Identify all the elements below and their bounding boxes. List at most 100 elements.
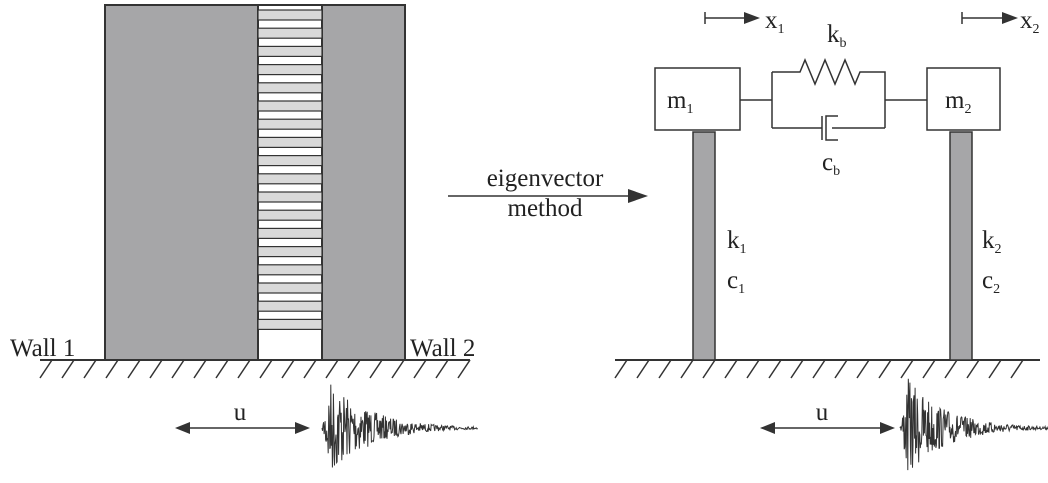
subscript: 1 [738, 282, 745, 297]
subscript: 1 [686, 102, 693, 117]
coupling-beam [257, 264, 323, 276]
hatch [457, 359, 471, 379]
subscript: 2 [995, 242, 1002, 257]
coupling-beam [257, 318, 323, 330]
coupling-beam [257, 227, 323, 239]
ground [614, 359, 1040, 379]
hatch [768, 359, 782, 379]
subscript: b [840, 36, 847, 51]
hatch [790, 359, 804, 379]
damper-label: c1 [727, 267, 745, 297]
hatch [171, 359, 185, 379]
hatch [856, 359, 870, 379]
subscript: 1 [740, 242, 747, 257]
wall-label: Wall 1 [10, 335, 75, 362]
hatch [127, 359, 141, 379]
damper-label: c2 [982, 267, 1000, 297]
coupling-link [740, 58, 927, 141]
displacement-arrow [704, 12, 1018, 24]
symbol: m [945, 87, 965, 114]
mass [926, 67, 1001, 131]
coupling-beam [257, 246, 323, 258]
subscript: 1 [778, 22, 785, 37]
hatch [83, 359, 97, 379]
coupled-walls [104, 4, 406, 361]
mass [654, 67, 741, 131]
coupling-beam [257, 82, 323, 94]
hatch [658, 359, 672, 379]
symbol: k [727, 227, 740, 254]
disp-label: x2 [1020, 7, 1040, 37]
hatch [193, 359, 207, 379]
symbol: c [822, 149, 833, 176]
hatch [966, 359, 980, 379]
column [692, 131, 716, 361]
coupling-beam [257, 118, 323, 130]
subscript: 2 [993, 282, 1000, 297]
subscript: b [833, 164, 840, 179]
motion-arrow [175, 422, 895, 434]
hatch [413, 359, 427, 379]
spring-label: kb [827, 21, 847, 51]
disp-label: x1 [765, 7, 785, 37]
hatch [724, 359, 738, 379]
hatch [636, 359, 650, 379]
symbol: c [727, 267, 738, 294]
hatch [702, 359, 716, 379]
mass-label: m2 [945, 87, 971, 117]
ground-motion [321, 384, 478, 468]
ground-motion [899, 378, 1048, 471]
coupling-beam [257, 9, 323, 21]
hatch [812, 359, 826, 379]
mass-label: m1 [667, 87, 693, 117]
hatch [834, 359, 848, 379]
hatch [900, 359, 914, 379]
coupling-beam [257, 173, 323, 185]
arrow-label: method [508, 195, 583, 222]
coupling-beam [257, 209, 323, 221]
hatch [944, 359, 958, 379]
coupling-beam [257, 191, 323, 203]
hatch [614, 359, 628, 379]
hatch [988, 359, 1002, 379]
hatch [391, 359, 405, 379]
motion-label: u [816, 399, 829, 426]
subscript: 2 [1033, 22, 1040, 37]
coupling-beam [257, 136, 323, 148]
hatch [746, 359, 760, 379]
spring-label: k2 [982, 227, 1002, 257]
coupling-beam [257, 300, 323, 312]
coupling-beam [257, 27, 323, 39]
hatch [369, 359, 383, 379]
hatch [347, 359, 361, 379]
symbol: x [1020, 7, 1033, 34]
hatch [281, 359, 295, 379]
column [949, 131, 973, 361]
hatch [1010, 359, 1024, 379]
subscript: 2 [964, 102, 971, 117]
motion-label: u [234, 399, 247, 426]
hatch [215, 359, 229, 379]
symbol: x [765, 7, 778, 34]
hatch [237, 359, 251, 379]
hatch [39, 359, 53, 379]
hatch [259, 359, 273, 379]
arrowhead [628, 189, 648, 203]
coupling-beam [257, 100, 323, 112]
hatch [325, 359, 339, 379]
coupling-beam [257, 63, 323, 76]
coupling-beam [257, 45, 323, 58]
coupling-beam [257, 155, 323, 167]
ground [39, 359, 471, 379]
symbol: c [982, 267, 993, 294]
symbol: k [982, 227, 995, 254]
spring-label: k1 [727, 227, 747, 257]
symbol: k [827, 21, 840, 48]
wall-label: Wall 2 [410, 335, 475, 362]
hatch [922, 359, 936, 379]
hatch [303, 359, 317, 379]
hatch [61, 359, 75, 379]
hatch [149, 359, 163, 379]
arrow-label: eigenvector [487, 165, 604, 192]
